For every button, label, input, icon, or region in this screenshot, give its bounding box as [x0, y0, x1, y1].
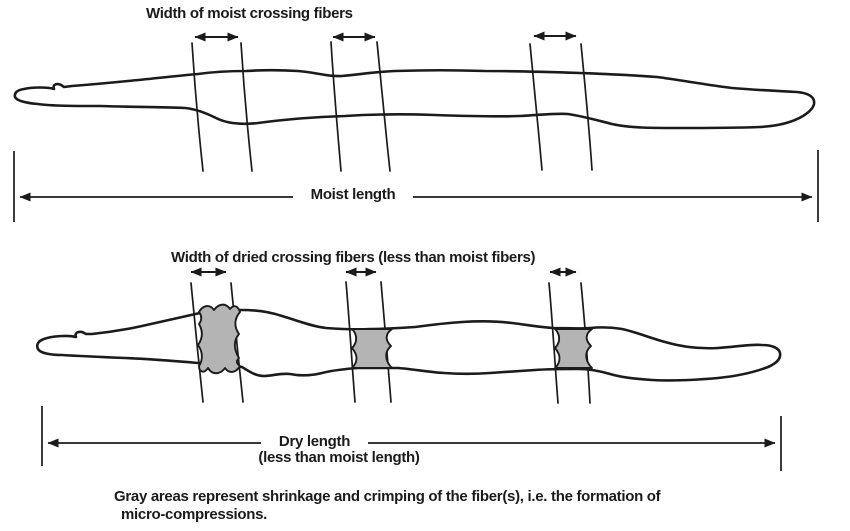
dry-crossing-fiber-line — [548, 282, 559, 404]
caption-line-2: micro-compressions. — [121, 506, 268, 523]
dry-crossing-fiber-line — [345, 281, 356, 403]
moist-length-label: Moist length — [310, 186, 396, 203]
moist-crossing-fiber-line — [191, 42, 204, 172]
micro-compression-area — [351, 328, 393, 369]
moist-fiber-figure — [13, 31, 819, 222]
moist-crossing-fiber-line — [330, 41, 342, 172]
dry-fiber-figure — [35, 267, 782, 471]
dry-fiber-outline — [35, 308, 782, 382]
moist-width-title: Width of moist crossing fibers — [146, 5, 353, 22]
moist-fiber-outline — [13, 68, 816, 130]
micro-compression-area — [197, 303, 241, 375]
moist-crossing-fiber-line — [529, 43, 543, 171]
moist-crossing-fiber-line — [376, 41, 391, 172]
dry-crossing-fiber-line — [190, 282, 204, 403]
moist-length-dimension — [13, 150, 819, 222]
moist-crossing-fiber-line — [240, 42, 253, 172]
dry-length-dimension — [41, 406, 782, 471]
dry-crossing-fiber-line — [230, 282, 244, 403]
micro-compression-area — [554, 328, 593, 369]
dry-length-note: (less than moist length) — [258, 449, 420, 466]
dry-width-title: Width of dried crossing fibers (less tha… — [171, 249, 536, 266]
moist-crossing-fiber-line — [580, 43, 593, 171]
dry-length-label: Dry length — [278, 433, 351, 450]
caption-line-1: Gray areas represent shrinkage and crimp… — [114, 488, 661, 505]
